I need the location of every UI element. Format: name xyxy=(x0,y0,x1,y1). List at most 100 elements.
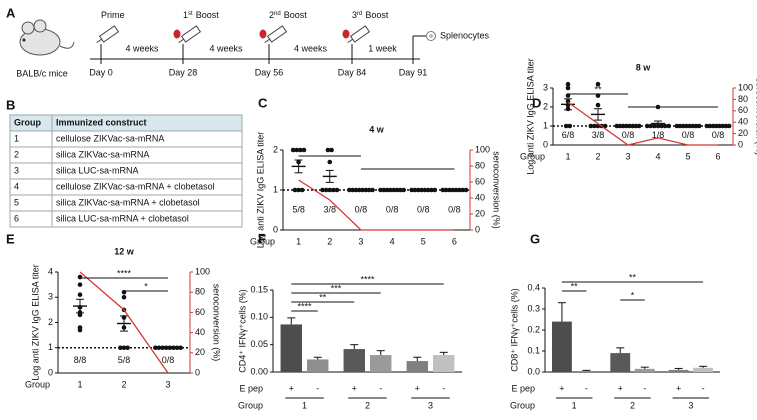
significance-label: **** xyxy=(117,268,132,278)
event-label: Prime xyxy=(101,10,125,20)
data-point xyxy=(381,187,387,193)
syringe-body xyxy=(266,25,288,43)
panel-label: F xyxy=(258,231,266,246)
bar xyxy=(307,359,329,372)
count-label: 0/8 xyxy=(622,130,635,140)
y-tick-label: 0.3 xyxy=(527,303,540,313)
error-bar xyxy=(287,317,296,325)
x-tick-label: + xyxy=(415,383,420,393)
y-axis-label: Log anti ZIKV IgG ELISA titer xyxy=(30,264,40,381)
x-tick-label: 1 xyxy=(565,151,570,161)
x-tick-label: - xyxy=(379,383,382,393)
count-label: 3/8 xyxy=(592,130,605,140)
x-tick-label: 1 xyxy=(77,379,82,389)
y2-tick-label: 40 xyxy=(475,192,485,202)
seroconversion-line xyxy=(79,271,169,374)
syringe-needle xyxy=(347,38,353,44)
y-tick-label: 2 xyxy=(273,144,278,154)
error-bar xyxy=(582,369,591,371)
data-point xyxy=(565,81,571,87)
x-tick-label: 4 xyxy=(390,236,395,246)
interval-label: 4 weeks xyxy=(125,43,159,53)
event-ordinal: 1 xyxy=(183,10,188,20)
x-tick-label: + xyxy=(676,383,681,393)
data-point xyxy=(595,81,601,87)
significance-label: *** xyxy=(331,283,342,293)
y2-tick-label: 100 xyxy=(195,266,210,276)
count-label: 8/8 xyxy=(74,355,87,365)
syringe-body xyxy=(98,25,120,43)
error-bar xyxy=(557,302,566,322)
y2-axis-label: seroconversion (%) xyxy=(212,284,222,362)
error-bar xyxy=(616,347,625,354)
syringe-body xyxy=(180,25,202,43)
data-point xyxy=(704,123,710,129)
y-axis-label: Log anti ZIKV IgG ELISA titer xyxy=(255,132,265,249)
sem-bar xyxy=(76,298,84,314)
data-point xyxy=(567,123,573,129)
sem-bar xyxy=(564,98,572,111)
panel-label: D xyxy=(532,95,541,110)
count-label: 5/8 xyxy=(292,204,305,214)
x-tick-label: 3 xyxy=(358,236,363,246)
group-label: 3 xyxy=(688,400,693,410)
data-point xyxy=(331,187,336,193)
table-cell: 5 xyxy=(14,197,19,207)
day-label: Day 56 xyxy=(255,67,284,77)
data-point xyxy=(327,159,333,165)
count-label: 3/8 xyxy=(323,204,336,214)
data-point xyxy=(366,187,372,193)
y-axis-label: CD8⁺ IFNγ⁺cells (%) xyxy=(509,288,519,372)
x-tick-label: 1 xyxy=(296,236,301,246)
data-point xyxy=(121,294,127,300)
data-point xyxy=(398,187,403,193)
row-label: E pep xyxy=(511,383,535,393)
x-axis-label: Group xyxy=(520,151,545,161)
error-bar xyxy=(376,350,385,356)
data-point xyxy=(401,187,406,193)
table-cell: 3 xyxy=(14,165,19,175)
table-row xyxy=(9,210,243,228)
bar xyxy=(280,324,302,372)
count-label: 0/8 xyxy=(682,130,695,140)
y2-tick-label: 0 xyxy=(738,139,743,149)
data-point xyxy=(693,123,699,129)
count-label: 0/8 xyxy=(417,204,430,214)
y2-axis-label: seroconversion (%) xyxy=(755,78,757,156)
data-point xyxy=(378,187,383,193)
x-tick-label: - xyxy=(585,383,588,393)
y-tick-label: 0.15 xyxy=(250,284,268,294)
y2-tick-label: 80 xyxy=(738,94,748,104)
group-label: 1 xyxy=(572,400,577,410)
data-point xyxy=(617,123,623,129)
data-point xyxy=(563,123,569,129)
syringe-icon xyxy=(347,25,371,44)
y-tick-label: 2 xyxy=(543,101,548,111)
data-point xyxy=(323,187,329,193)
data-point xyxy=(412,187,418,193)
data-point xyxy=(463,187,469,193)
y2-tick-label: 80 xyxy=(475,160,485,170)
data-point xyxy=(644,123,650,129)
day-label: Day 91 xyxy=(399,67,428,77)
panel-label: C xyxy=(258,95,268,110)
x-tick-label: 2 xyxy=(121,379,126,389)
data-point xyxy=(460,187,465,193)
vaccine-drop xyxy=(259,29,267,39)
x-axis-label: Group xyxy=(510,400,535,410)
x-tick-label: 4 xyxy=(655,151,660,161)
y2-tick-label: 100 xyxy=(738,82,753,92)
data-point xyxy=(443,187,449,193)
y2-tick-label: 20 xyxy=(738,128,748,138)
y2-tick-label: 20 xyxy=(475,208,485,218)
bar xyxy=(406,361,428,372)
event-text: Boost xyxy=(284,10,308,20)
data-point xyxy=(153,345,158,351)
event-label: 1st Boost xyxy=(183,10,219,20)
y2-tick-label: 60 xyxy=(195,307,205,317)
sem-bar xyxy=(654,120,662,127)
x-axis-label: Group xyxy=(25,379,50,389)
table-cell: silica LUC-sa-mRNA xyxy=(56,165,139,175)
y-tick-label: 0.00 xyxy=(250,366,268,376)
